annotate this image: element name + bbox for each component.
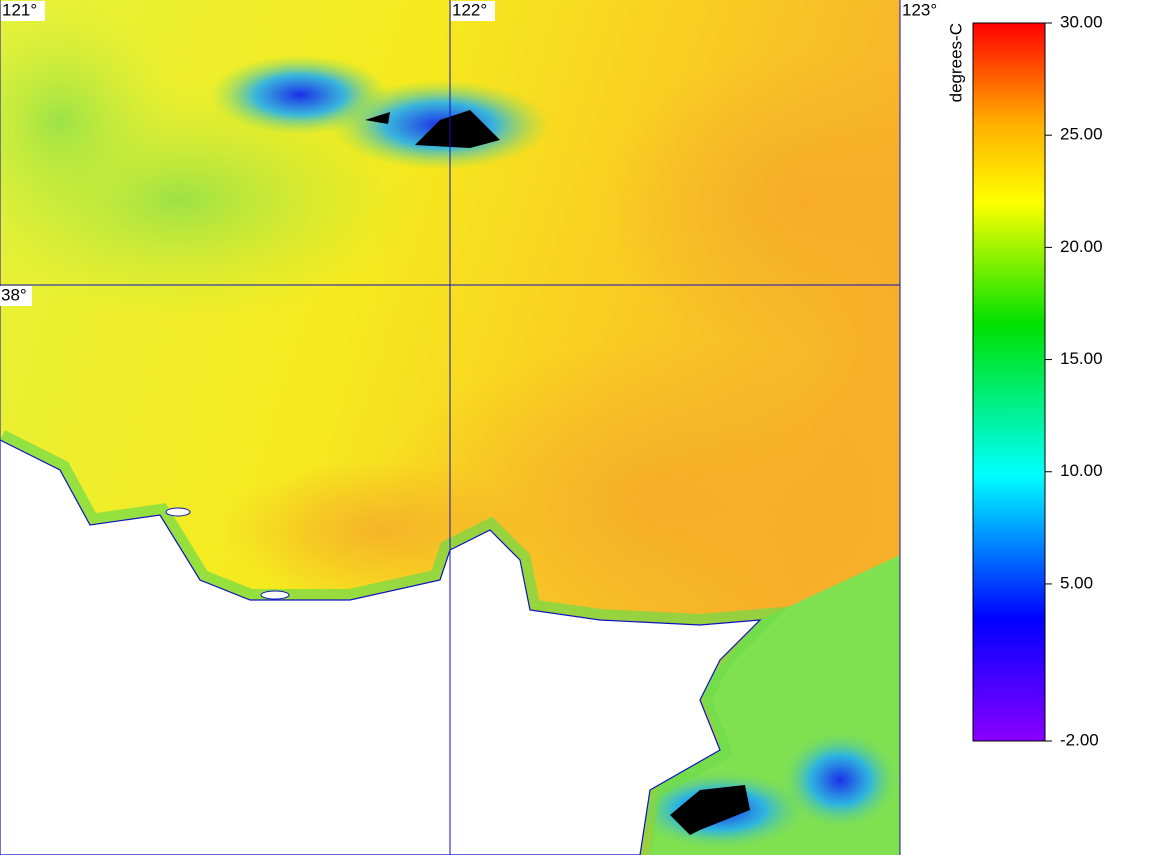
- label-bg: [0, 286, 32, 306]
- sst-image: [0, 0, 900, 855]
- colorbar-unit: degrees-C: [946, 23, 965, 102]
- label-bg: [901, 1, 945, 21]
- lat-label: 38°: [1, 285, 27, 304]
- lon-label: 121°: [2, 0, 37, 19]
- colorbar-tick-label: 10.00: [1060, 461, 1103, 480]
- lon-label: 122°: [452, 0, 487, 19]
- lon-label: 123°: [902, 0, 937, 19]
- label-bg: [451, 1, 495, 21]
- colorbar-tick-label: 25.00: [1060, 125, 1103, 144]
- colorbar-tick-label: 15.00: [1060, 349, 1103, 368]
- label-bg: [1, 1, 45, 21]
- colorbar-tick-label: -2.00: [1060, 730, 1099, 749]
- colorbar: [972, 22, 1046, 742]
- land: [0, 439, 762, 855]
- colorbar-tick-label: 30.00: [1060, 12, 1103, 31]
- colorbar-tick-label: 5.00: [1060, 573, 1093, 592]
- colorbar-tick-label: 20.00: [1060, 237, 1103, 256]
